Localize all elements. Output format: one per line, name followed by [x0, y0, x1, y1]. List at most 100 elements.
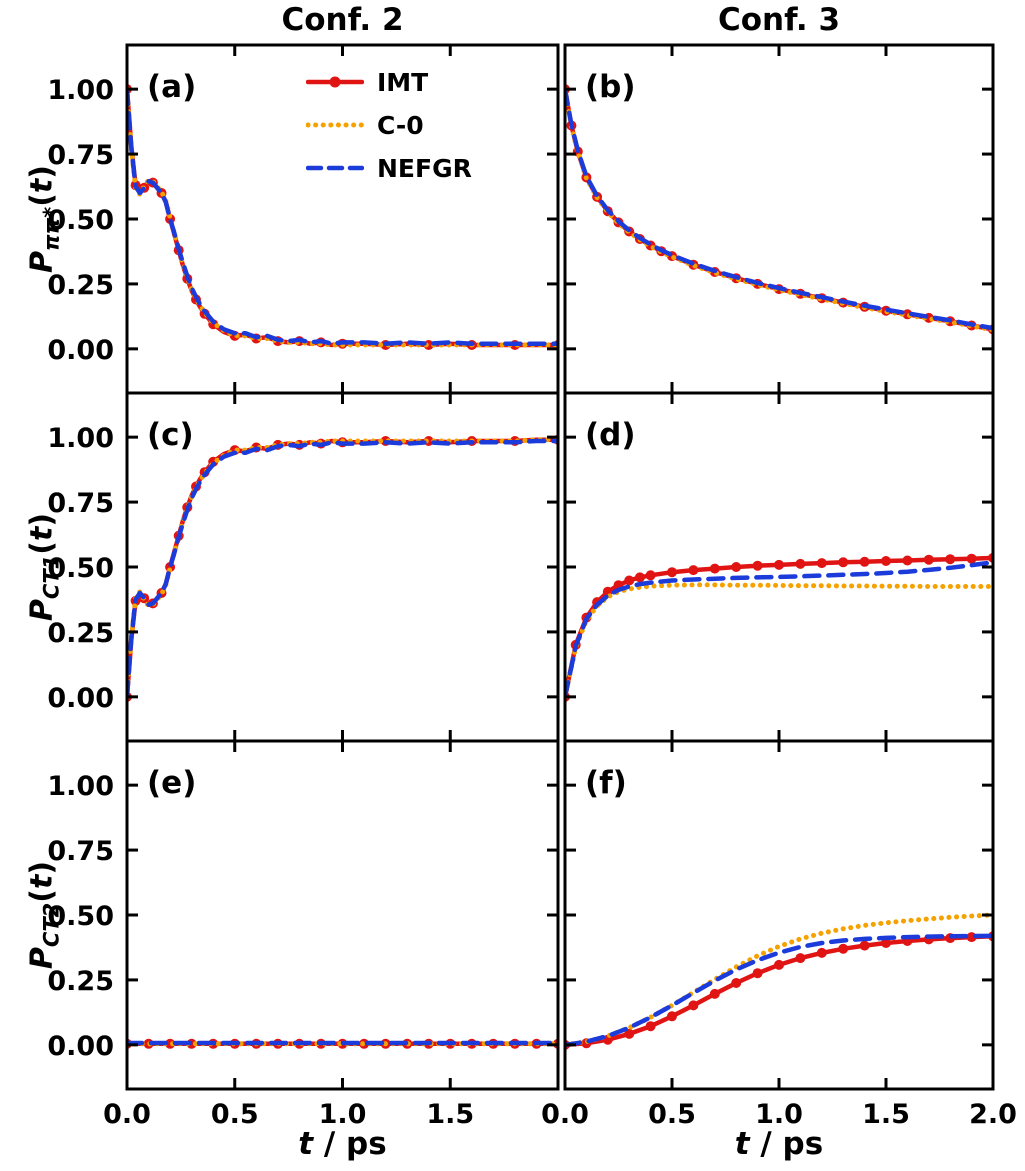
marker-IMT: [667, 1011, 677, 1022]
marker-IMT: [731, 562, 742, 572]
y-tick-label: 1.00: [47, 771, 114, 802]
y-tick-label: 0.75: [47, 836, 114, 867]
marker-IMT: [902, 555, 913, 566]
legend: IMT C-0 NEFGR: [306, 64, 472, 186]
panel-a-tick-labels: 0.00 0.25 0.50 0.75 1.00: [47, 75, 114, 366]
y-tick-label: 0.75: [47, 140, 114, 171]
marker-IMT: [945, 554, 956, 565]
x-tick-label: 2.0: [969, 1099, 1017, 1130]
marker-IMT: [838, 943, 849, 954]
marker-IMT: [688, 565, 699, 576]
y-tick-label: 0.00: [47, 335, 114, 366]
x-tick-label: 0.5: [211, 1099, 259, 1130]
panel-label-a: (a): [147, 69, 196, 105]
marker-IMT: [624, 1028, 635, 1039]
panel-b-series: [565, 84, 993, 335]
y-tick-label: 0.50: [47, 205, 114, 236]
marker-IMT: [774, 959, 784, 970]
xtitle-variable: t: [298, 1126, 314, 1162]
column-title-conf2: Conf. 2: [281, 2, 404, 38]
y-tick-label: 0.00: [47, 683, 114, 714]
marker-IMT: [966, 553, 977, 564]
legend-label-nefgr: NEFGR: [377, 153, 472, 183]
panel-f-tick-labels: 0.0 0.5 1.0 1.5 2.0: [541, 1099, 1017, 1130]
legend-item-nefgr: NEFGR: [306, 150, 472, 186]
panel-c-series: [127, 434, 558, 702]
legend-item-imt: IMT: [306, 64, 472, 100]
x-tick-label: 1.0: [755, 1099, 803, 1130]
marker-IMT: [709, 563, 720, 574]
legend-line-imt-icon: [306, 76, 364, 88]
panel-e-series: [127, 1038, 558, 1049]
marker-IMT: [859, 940, 870, 951]
marker-IMT: [731, 978, 742, 988]
y-tick-label: 0.50: [47, 901, 114, 932]
y-tick-label: 0.25: [47, 618, 114, 649]
marker-IMT: [881, 556, 891, 566]
series-line-NEFGR: [127, 438, 558, 700]
panel-c-tick-labels: 0.00 0.25 0.50 0.75 1.00: [47, 423, 114, 714]
marker-IMT: [752, 560, 763, 571]
panel-label-f: (f): [585, 765, 627, 801]
y-tick-label: 1.00: [47, 423, 114, 454]
legend-line-c0-icon: [306, 122, 364, 128]
marker-IMT: [923, 554, 934, 565]
y-tick-label: 0.50: [47, 553, 114, 584]
y-tick-label: 1.00: [47, 75, 114, 106]
marker-IMT: [816, 558, 827, 569]
xtitle-units: / ps: [749, 1126, 824, 1162]
y-tick-label: 0.00: [47, 1031, 114, 1062]
marker-IMT: [881, 938, 891, 948]
series-line-C-0: [565, 582, 993, 700]
marker-IMT: [709, 988, 720, 999]
panel-label-c: (c): [147, 417, 194, 453]
marker-IMT: [667, 567, 677, 578]
panel-d-series: [565, 552, 993, 702]
marker-IMT: [688, 1000, 699, 1011]
x-tick-label: 0.0: [103, 1099, 151, 1130]
series-line-NEFGR: [565, 86, 993, 331]
marker-IMT: [634, 572, 645, 583]
column-title-conf3: Conf. 3: [717, 2, 841, 38]
legend-item-c0: C-0: [306, 107, 472, 143]
x-tick-label: 0.0: [541, 1099, 589, 1130]
panel-e-tick-labels: 0.0 0.5 1.0 1.5 0.00 0.25 0.50 0.75 1.00: [47, 771, 474, 1130]
marker-IMT: [645, 1021, 656, 1032]
marker-IMT: [859, 556, 870, 567]
series-line-NEFGR: [565, 560, 993, 700]
series-line-C-0: [127, 437, 558, 700]
panel-f-series: [565, 912, 993, 1050]
marker-IMT: [752, 968, 763, 979]
marker-IMT: [774, 559, 784, 570]
y-tick-label: 0.75: [47, 488, 114, 519]
xtitle-units: / ps: [313, 1126, 387, 1162]
series-line-IMT: [127, 437, 558, 700]
legend-line-nefgr-icon: [306, 165, 364, 171]
y-tick-label: 0.25: [47, 270, 114, 301]
marker-IMT: [795, 953, 806, 964]
panel-e-border: [125, 739, 560, 1091]
panel-a-series: [127, 84, 558, 350]
x-axis-title-left: t / ps: [127, 1126, 558, 1162]
y-tick-label: 0.25: [47, 966, 114, 997]
xtitle-variable: t: [734, 1126, 750, 1162]
x-tick-label: 1.0: [319, 1099, 367, 1130]
panel-label-d: (d): [585, 417, 636, 453]
series-line-NEFGR: [127, 86, 558, 346]
x-tick-label: 0.5: [648, 1099, 696, 1130]
series-line-NEFGR: [565, 933, 993, 1048]
legend-label-c0: C-0: [377, 110, 424, 140]
x-axis-title-right: t / ps: [565, 1126, 993, 1162]
marker-IMT: [795, 558, 806, 569]
marker-IMT: [645, 570, 656, 581]
x-tick-label: 1.5: [862, 1099, 910, 1130]
panel-label-e: (e): [147, 765, 196, 801]
marker-IMT: [624, 575, 635, 586]
marker-IMT: [816, 947, 827, 958]
x-tick-label: 1.5: [426, 1099, 474, 1130]
panel-f-border: [563, 739, 995, 1091]
panel-label-b: (b): [585, 69, 636, 105]
marker-IMT: [838, 557, 849, 568]
